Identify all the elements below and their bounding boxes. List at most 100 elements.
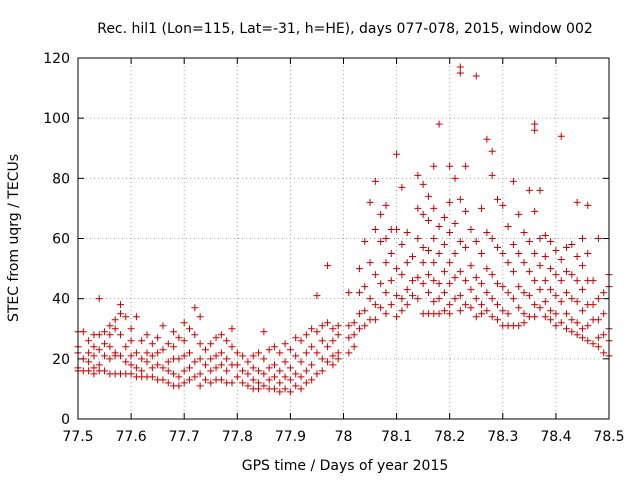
data-point [536,286,544,294]
data-point [483,135,491,143]
x-tick-label: 78.2 [434,429,465,445]
data-point [260,355,268,363]
data-point [563,310,571,318]
data-point [313,370,321,378]
data-point [377,280,385,288]
data-point [201,376,209,384]
data-point [186,325,194,333]
data-point [552,247,560,255]
data-point [212,352,220,360]
data-point [525,292,533,300]
data-point [249,352,257,360]
data-point [175,355,183,363]
x-tick-label: 77.5 [62,429,93,445]
data-point [116,352,124,360]
data-point [324,343,332,351]
data-point [85,337,93,345]
data-point [122,358,130,366]
data-point [557,256,565,264]
data-point [334,349,342,357]
data-point [329,361,337,369]
x-tick-label: 78.4 [540,429,571,445]
data-point [414,171,422,179]
y-tick-label: 20 [52,352,70,368]
data-point [382,289,390,297]
data-point [297,373,305,381]
data-point [499,250,507,258]
data-point [355,310,363,318]
data-point [430,235,438,242]
data-point [552,271,560,279]
data-point [345,289,353,297]
data-point [270,343,278,351]
y-axis-label: STEC from uqrg / TECUs [6,154,22,322]
data-point [122,343,130,351]
data-point [313,349,321,357]
data-point [154,349,162,357]
y-tick-label: 40 [52,292,70,308]
data-point [536,262,544,270]
data-point [175,382,183,390]
data-point [265,364,273,372]
data-point [223,337,231,345]
data-point [424,216,432,224]
x-tick-label: 77.9 [275,429,306,445]
data-point [493,316,501,324]
data-point [79,355,87,363]
data-point [509,295,517,303]
data-point [159,364,167,372]
data-point [515,322,523,330]
data-point [191,358,199,366]
data-point [578,307,586,315]
data-point [324,319,332,327]
data-point [143,349,151,357]
data-point [424,271,432,279]
data-point [366,295,374,303]
data-point [239,367,247,375]
data-point [334,322,342,330]
y-axis-ticks: 0 20 40 60 80 100 120 [43,51,609,428]
data-point [483,265,491,273]
data-point [281,358,289,366]
data-point [196,355,204,363]
data-point [568,271,576,279]
data-point [233,373,241,381]
data-point [371,271,379,279]
data-point [127,352,135,360]
data-point [430,277,438,285]
data-point [154,361,162,369]
data-point [191,331,199,339]
data-point [276,367,284,375]
data-point [594,343,602,351]
data-point [106,331,114,339]
data-point [297,337,305,345]
data-point [504,259,512,267]
data-point [541,313,549,321]
data-point [239,352,247,360]
chart-title: Rec. hil1 (Lon=115, Lat=-31, h=HE), days… [97,21,593,37]
data-point [186,364,194,372]
data-point [435,310,443,318]
data-point [462,162,470,170]
data-point [106,343,114,351]
data-point [493,195,501,203]
data-point [270,373,278,381]
y-tick-label: 0 [61,412,70,428]
data-point [286,388,294,396]
data-point [541,277,549,285]
data-point [424,192,432,200]
data-point [515,283,523,291]
data-point [143,331,151,339]
data-point [302,349,310,357]
data-point [180,337,188,345]
data-point [446,198,454,206]
data-point [318,367,326,375]
data-point [180,352,188,360]
data-point [244,382,252,390]
y-tick-label: 80 [52,171,70,187]
data-point [563,325,571,333]
data-point [435,280,443,288]
data-point [520,310,528,318]
data-point [233,349,241,357]
data-point [419,180,427,188]
